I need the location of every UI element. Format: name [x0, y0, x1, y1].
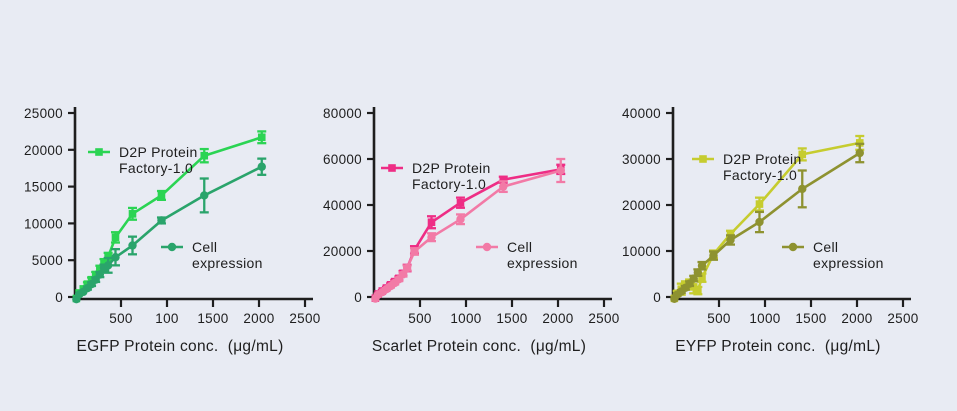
legend-label-cell-eyfp: expression: [813, 255, 884, 271]
data-point-cell-egfp: [257, 162, 266, 171]
x-tick-label-scarlet: 1000: [450, 311, 481, 326]
legend-label-cell-egfp: expression: [192, 255, 263, 271]
y-tick-label-eyfp: 0: [653, 290, 661, 305]
legend-label-d2p-eyfp: D2P Protein: [723, 151, 802, 167]
legend-label-d2p-scarlet: Factory-1.0: [412, 176, 486, 192]
x-axis-title-eyfp: EYFP Protein conc. (μg/mL): [675, 338, 881, 355]
data-point-d2p-egfp: [200, 151, 209, 160]
data-point-d2p-egfp: [111, 233, 120, 242]
x-tick-label-eyfp: 2000: [841, 311, 872, 326]
y-tick-label-eyfp: 30000: [622, 152, 661, 167]
data-point-cell-eyfp: [709, 251, 718, 260]
data-point-cell-scarlet: [427, 233, 436, 242]
data-point-d2p-eyfp: [726, 230, 735, 238]
legend-label-d2p-eyfp: Factory-1.0: [723, 167, 797, 183]
x-tick-label-scarlet: 2500: [588, 311, 619, 326]
legend-label-cell-scarlet: Cell: [507, 239, 532, 255]
y-tick-label-eyfp: 20000: [622, 198, 661, 213]
data-point-d2p-egfp: [96, 264, 104, 273]
legend-label-cell-eyfp: Cell: [813, 239, 838, 255]
y-tick-label-scarlet: 40000: [323, 198, 362, 213]
series-line-cell-egfp: [75, 165, 264, 301]
y-tick-label-egfp: 0: [55, 290, 63, 305]
y-tick-label-egfp: 25000: [24, 106, 63, 121]
data-point-d2p-egfp: [100, 258, 108, 267]
legend-label-d2p-egfp: Factory-1.0: [119, 160, 193, 176]
data-point-d2p-eyfp: [698, 273, 706, 282]
legend-marker-d2p-scarlet: [388, 164, 396, 172]
data-point-cell-eyfp: [755, 217, 764, 227]
data-point-d2p-eyfp: [798, 150, 807, 159]
x-tick-label-eyfp: 500: [707, 311, 730, 326]
y-tick-label-scarlet: 80000: [323, 106, 362, 121]
data-point-cell-egfp: [103, 261, 113, 270]
data-point-d2p-egfp: [128, 210, 137, 218]
y-tick-label-egfp: 15000: [24, 180, 63, 195]
x-axis-title-scarlet: Scarlet Protein conc. (μg/mL): [371, 338, 587, 355]
y-tick-label-egfp: 20000: [24, 143, 63, 158]
data-point-cell-eyfp: [855, 148, 864, 158]
data-point-cell-scarlet: [499, 182, 508, 191]
y-tick-label-eyfp: 10000: [622, 244, 661, 259]
data-point-cell-eyfp: [689, 274, 698, 283]
data-point-cell-eyfp: [726, 235, 735, 245]
x-tick-label-egfp: 1500: [197, 311, 228, 326]
data-point-cell-scarlet: [456, 215, 465, 224]
y-tick-label-egfp: 10000: [24, 216, 63, 231]
legend-marker-cell-eyfp: [788, 242, 798, 252]
x-tick-label-scarlet: 1500: [496, 311, 527, 326]
x-tick-label-egfp: 2500: [289, 311, 320, 326]
legend-marker-d2p-egfp: [95, 148, 103, 156]
data-point-cell-egfp: [200, 191, 209, 200]
y-tick-label-eyfp: 40000: [622, 106, 661, 121]
data-point-d2p-eyfp: [755, 200, 764, 208]
legend-marker-d2p-eyfp: [699, 155, 707, 163]
data-point-cell-egfp: [128, 241, 137, 250]
y-tick-label-scarlet: 0: [354, 290, 362, 305]
y-tick-label-scarlet: 60000: [323, 152, 362, 167]
data-point-cell-scarlet: [410, 247, 419, 256]
x-axis-title-egfp: EGFP Protein conc. (μg/mL): [76, 338, 284, 355]
x-tick-label-scarlet: 2000: [542, 311, 573, 326]
legend-marker-cell-egfp: [167, 242, 177, 252]
data-point-cell-eyfp: [693, 268, 703, 277]
y-tick-label-scarlet: 20000: [323, 244, 362, 259]
x-tick-label-egfp: 500: [109, 311, 132, 326]
legend-label-cell-scarlet: expression: [507, 255, 578, 271]
x-tick-label-egfp: 2000: [243, 311, 274, 326]
data-point-cell-scarlet: [402, 263, 412, 273]
data-point-d2p-egfp: [257, 133, 266, 142]
data-point-d2p-scarlet: [499, 175, 508, 184]
data-point-cell-eyfp: [697, 261, 707, 270]
data-point-d2p-scarlet: [427, 218, 436, 227]
x-tick-label-eyfp: 1000: [749, 311, 780, 326]
legend-marker-cell-scarlet: [482, 242, 492, 252]
data-point-cell-egfp: [111, 253, 120, 262]
data-point-cell-egfp: [157, 216, 166, 225]
x-tick-label-eyfp: 1500: [795, 311, 826, 326]
x-tick-label-egfp: 100: [155, 311, 178, 326]
data-point-d2p-scarlet: [456, 198, 465, 207]
legend-label-d2p-scarlet: D2P Protein: [412, 160, 491, 176]
data-point-d2p-egfp: [157, 191, 166, 200]
data-point-cell-eyfp: [798, 184, 807, 194]
data-point-d2p-eyfp: [694, 286, 702, 295]
data-point-cell-scarlet: [556, 166, 565, 175]
x-tick-label-eyfp: 2500: [887, 311, 918, 326]
data-point-cell-scarlet: [398, 270, 408, 279]
y-tick-label-egfp: 5000: [32, 253, 63, 268]
legend-label-d2p-egfp: D2P Protein: [119, 144, 198, 160]
data-point-cell-egfp: [95, 270, 105, 279]
legend-label-cell-egfp: Cell: [192, 239, 217, 255]
x-tick-label-scarlet: 500: [408, 311, 431, 326]
